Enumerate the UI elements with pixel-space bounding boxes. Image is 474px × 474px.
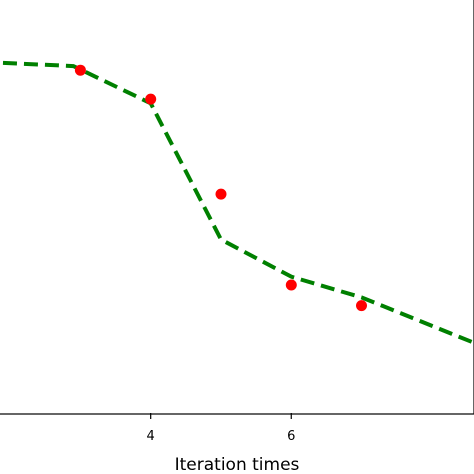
series-layer [0,60,474,345]
x-axis-title: Iteration times [175,455,300,474]
plot-area-frame [0,0,474,415]
series-1-point [285,279,297,291]
series-1-point [356,300,367,312]
series-1-point [145,93,157,105]
series-1-point [215,188,227,200]
x-tick-label: 4 [147,429,155,444]
series-0-line [0,60,474,345]
series-1-point [74,64,86,76]
x-tick-label: 6 [287,429,295,444]
